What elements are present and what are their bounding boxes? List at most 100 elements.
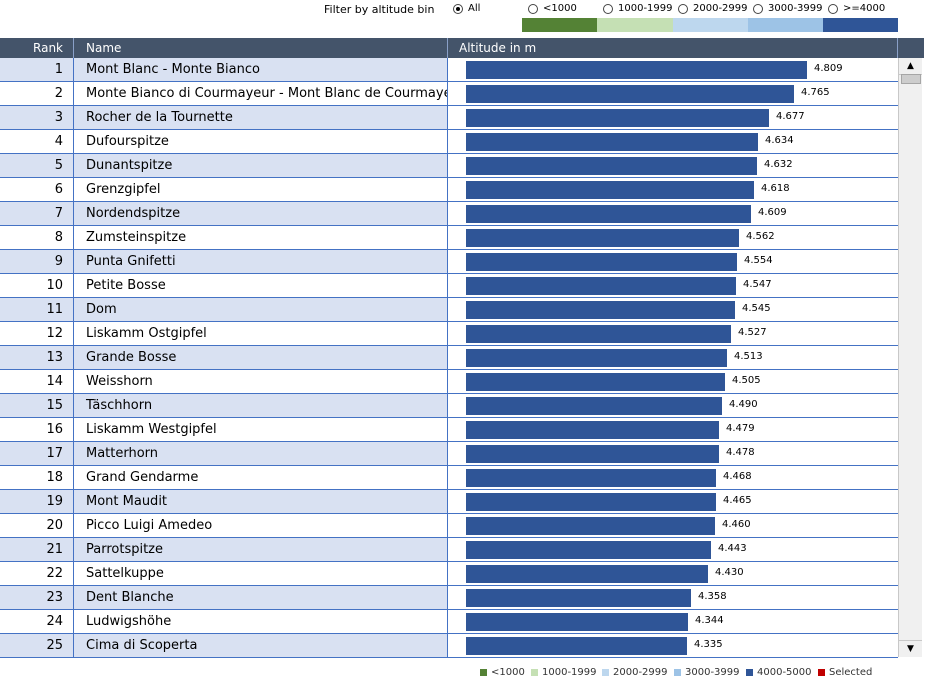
filter-option-label: 2000-2999 <box>693 3 748 14</box>
rank-cell: 9 <box>0 250 74 273</box>
table-row[interactable]: 2 Monte Bianco di Courmayeur - Mont Blanc… <box>0 82 898 106</box>
filter-option-all[interactable]: All <box>453 3 480 14</box>
table-row[interactable]: 1 Mont Blanc - Monte Bianco 4.809 <box>0 58 898 82</box>
altitude-value-label: 4.430 <box>715 567 744 578</box>
radio-icon[interactable] <box>753 3 763 14</box>
column-header-name: Name <box>74 38 448 58</box>
legend-swatch <box>674 669 681 676</box>
legend-item-3000-3999: 3000-3999 <box>674 667 740 678</box>
filter-option-2000-2999[interactable]: 2000-2999 <box>678 3 748 14</box>
rank-cell: 21 <box>0 538 74 561</box>
rank-cell: 2 <box>0 82 74 105</box>
name-cell: Cima di Scoperta <box>74 634 448 657</box>
rank-cell: 25 <box>0 634 74 657</box>
radio-icon[interactable] <box>453 3 463 14</box>
table-row[interactable]: 4 Dufourspitze 4.634 <box>0 130 898 154</box>
table-row[interactable]: 23 Dent Blanche 4.358 <box>0 586 898 610</box>
filter-option-label: >=4000 <box>843 3 886 14</box>
altitude-bar <box>466 445 719 463</box>
table-row[interactable]: 3 Rocher de la Tournette 4.677 <box>0 106 898 130</box>
table-row[interactable]: 22 Sattelkuppe 4.430 <box>0 562 898 586</box>
name-cell: Grenzgipfel <box>74 178 448 201</box>
name-cell: Grand Gendarme <box>74 466 448 489</box>
name-cell: Dufourspitze <box>74 130 448 153</box>
altitude-value-label: 4.465 <box>723 495 752 506</box>
bin-color-strip-3000-3999 <box>748 18 823 32</box>
altitude-bar <box>466 85 794 103</box>
table-row[interactable]: 19 Mont Maudit 4.465 <box>0 490 898 514</box>
altitude-value-label: 4.634 <box>765 135 794 146</box>
filter-option-label: 1000-1999 <box>618 3 673 14</box>
scrollbar-thumb[interactable] <box>901 74 921 84</box>
rank-cell: 20 <box>0 514 74 537</box>
name-cell: Ludwigshöhe <box>74 610 448 633</box>
table-row[interactable]: 18 Grand Gendarme 4.468 <box>0 466 898 490</box>
table-row[interactable]: 21 Parrotspitze 4.443 <box>0 538 898 562</box>
altitude-bar <box>466 229 739 247</box>
rank-cell: 14 <box>0 370 74 393</box>
filter-option-gte4000[interactable]: >=4000 <box>828 3 885 14</box>
altitude-value-label: 4.505 <box>732 375 761 386</box>
name-cell: Mont Maudit <box>74 490 448 513</box>
table-row[interactable]: 15 Täschhorn 4.490 <box>0 394 898 418</box>
altitude-bar <box>466 541 711 559</box>
legend-swatch <box>602 669 609 676</box>
radio-icon[interactable] <box>678 3 688 14</box>
filter-option-lt1000[interactable]: <1000 <box>528 3 577 14</box>
rank-cell: 22 <box>0 562 74 585</box>
table-row[interactable]: 14 Weisshorn 4.505 <box>0 370 898 394</box>
radio-icon[interactable] <box>828 3 838 14</box>
rank-cell: 19 <box>0 490 74 513</box>
radio-icon[interactable] <box>528 3 538 14</box>
rank-cell: 13 <box>0 346 74 369</box>
name-cell: Dom <box>74 298 448 321</box>
table-row[interactable]: 12 Liskamm Ostgipfel 4.527 <box>0 322 898 346</box>
legend-swatch <box>818 669 825 676</box>
column-header-rank: Rank <box>0 38 74 58</box>
name-cell: Mont Blanc - Monte Bianco <box>74 58 448 81</box>
name-cell: Punta Gnifetti <box>74 250 448 273</box>
legend-item-2000-2999: 2000-2999 <box>602 667 668 678</box>
rank-cell: 16 <box>0 418 74 441</box>
table-row[interactable]: 6 Grenzgipfel 4.618 <box>0 178 898 202</box>
table-row[interactable]: 8 Zumsteinspitze 4.562 <box>0 226 898 250</box>
filter-option-1000-1999[interactable]: 1000-1999 <box>603 3 673 14</box>
filter-option-3000-3999[interactable]: 3000-3999 <box>753 3 823 14</box>
altitude-value-label: 4.809 <box>814 63 843 74</box>
bin-color-strip-2000-2999 <box>673 18 748 32</box>
name-cell: Liskamm Ostgipfel <box>74 322 448 345</box>
table-row[interactable]: 20 Picco Luigi Amedeo 4.460 <box>0 514 898 538</box>
altitude-bar <box>466 301 735 319</box>
scroll-up-arrow-icon[interactable]: ▲ <box>899 58 922 75</box>
rank-cell: 15 <box>0 394 74 417</box>
radio-icon[interactable] <box>603 3 613 14</box>
table-row[interactable]: 13 Grande Bosse 4.513 <box>0 346 898 370</box>
legend-label: 4000-5000 <box>757 667 812 678</box>
name-cell: Petite Bosse <box>74 274 448 297</box>
table-row[interactable]: 10 Petite Bosse 4.547 <box>0 274 898 298</box>
scroll-down-arrow-icon[interactable]: ▼ <box>899 640 922 657</box>
legend-label: 1000-1999 <box>542 667 597 678</box>
table-row[interactable]: 9 Punta Gnifetti 4.554 <box>0 250 898 274</box>
table-body: 1 Mont Blanc - Monte Bianco 4.809 2 Monte Bi… <box>0 58 898 658</box>
name-cell: Grande Bosse <box>74 346 448 369</box>
altitude-value-label: 4.562 <box>746 231 775 242</box>
table-header: Rank Name Altitude in m <box>0 38 924 58</box>
filter-label: Filter by altitude bin <box>324 3 435 16</box>
table-row[interactable]: 17 Matterhorn 4.478 <box>0 442 898 466</box>
vertical-scrollbar[interactable]: ▲ ▼ <box>898 58 922 657</box>
altitude-bar <box>466 637 687 655</box>
altitude-value-label: 4.443 <box>718 543 747 554</box>
filter-option-label: All <box>468 3 481 14</box>
altitude-bar <box>466 613 688 631</box>
table-row[interactable]: 25 Cima di Scoperta 4.335 <box>0 634 898 658</box>
table-row[interactable]: 5 Dunantspitze 4.632 <box>0 154 898 178</box>
altitude-value-label: 4.460 <box>722 519 751 530</box>
table-row[interactable]: 24 Ludwigshöhe 4.344 <box>0 610 898 634</box>
rank-cell: 11 <box>0 298 74 321</box>
filter-option-label: 3000-3999 <box>768 3 823 14</box>
altitude-value-label: 4.358 <box>698 591 727 602</box>
table-row[interactable]: 7 Nordendspitze 4.609 <box>0 202 898 226</box>
table-row[interactable]: 11 Dom 4.545 <box>0 298 898 322</box>
table-row[interactable]: 16 Liskamm Westgipfel 4.479 <box>0 418 898 442</box>
